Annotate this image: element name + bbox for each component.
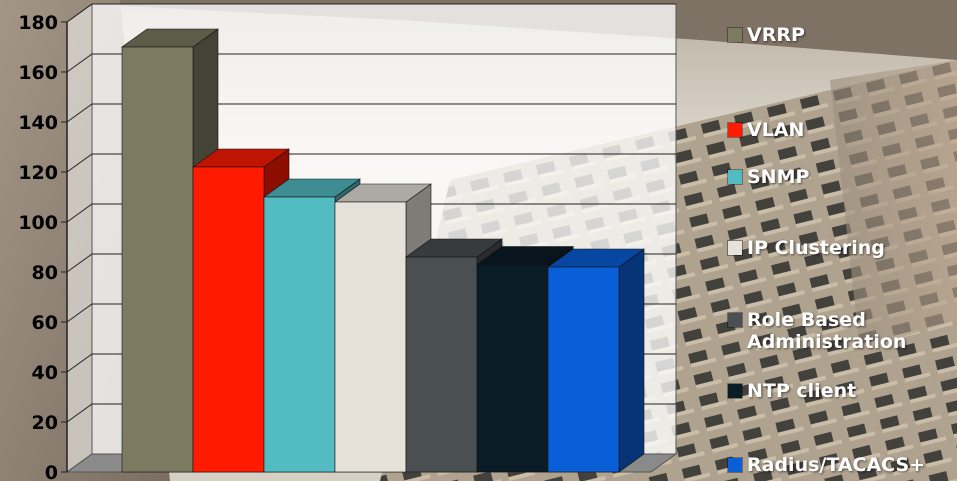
legend-swatch xyxy=(728,28,742,42)
bar-front xyxy=(121,46,194,473)
legend: VRRP VLAN SNMP IP Clustering Role Based Admi… xyxy=(728,0,957,481)
legend-item: Role Based Administration xyxy=(728,309,957,353)
y-tick-label: 60 xyxy=(32,312,58,334)
legend-label: VRRP xyxy=(747,24,805,46)
bar-front xyxy=(263,196,336,473)
bars xyxy=(121,28,645,473)
bar-front xyxy=(192,166,265,473)
y-axis: 0 20 40 60 80 100 120 140 160 180 xyxy=(18,12,68,481)
bar-front xyxy=(476,264,549,473)
legend-item: VRRP xyxy=(728,24,805,46)
y-tick-label: 80 xyxy=(32,262,58,284)
y-tick-label: 20 xyxy=(32,412,58,434)
gridline xyxy=(66,103,676,123)
legend-item: Radius/TACACS+ xyxy=(728,454,925,476)
bar-front xyxy=(334,201,407,473)
bar-side xyxy=(618,248,645,473)
gridline xyxy=(66,3,676,23)
legend-label: SNMP xyxy=(747,166,810,188)
chart-side-wall xyxy=(66,3,93,473)
y-tick-label: 160 xyxy=(18,62,58,84)
y-tick-label: 120 xyxy=(18,162,58,184)
y-tick-label: 100 xyxy=(18,212,58,234)
bar-radius-tacacs- xyxy=(547,248,645,473)
legend-item: VLAN xyxy=(728,119,804,141)
bar-front xyxy=(405,256,478,473)
y-tick-label: 140 xyxy=(18,112,58,134)
legend-label: IP Clustering xyxy=(747,237,885,259)
y-tick-label: 40 xyxy=(32,362,58,384)
bar-front xyxy=(547,266,620,473)
gridline xyxy=(66,203,676,223)
legend-swatch xyxy=(728,384,742,398)
legend-label: Radius/TACACS+ xyxy=(747,454,926,476)
gridline xyxy=(66,153,676,173)
gridline xyxy=(66,53,676,73)
legend-swatch xyxy=(728,241,742,255)
legend-swatch xyxy=(728,313,742,327)
legend-swatch xyxy=(728,170,742,184)
legend-item: IP Clustering xyxy=(728,237,885,259)
legend-swatch xyxy=(728,458,742,472)
legend-swatch xyxy=(728,123,742,137)
legend-label: NTP client xyxy=(747,380,857,402)
legend-label: VLAN xyxy=(747,119,805,141)
legend-item: NTP client xyxy=(728,380,856,402)
legend-label: Role Based Administration xyxy=(747,309,907,353)
y-tick-label: 180 xyxy=(18,12,58,34)
legend-item: SNMP xyxy=(728,166,809,188)
y-tick-label: 0 xyxy=(45,462,58,481)
